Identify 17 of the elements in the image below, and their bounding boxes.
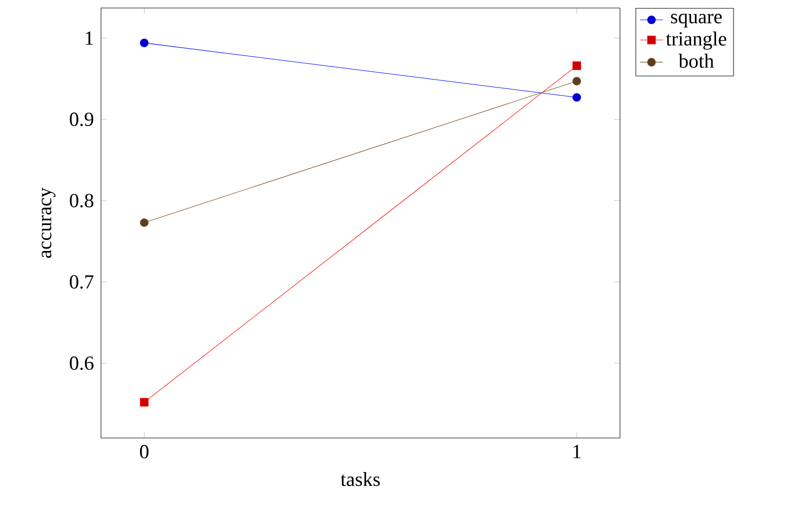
point: [572, 93, 582, 102]
y-tick-label: 0.6: [70, 356, 94, 370]
y-axis-title: accuracy: [42, 188, 56, 258]
x-tick-label: 0: [140, 444, 148, 458]
legend-label: triangle: [666, 32, 726, 50]
legend-label: both: [678, 54, 714, 68]
point: [572, 61, 582, 70]
y-tick-label: 1: [86, 31, 93, 45]
y-tick-label: 0.8: [70, 194, 94, 208]
y-tick-label: 0.9: [70, 112, 94, 126]
x-axis-title: tasks: [340, 472, 380, 486]
y-tick-label: 0.7: [70, 275, 94, 289]
point: [140, 398, 149, 406]
legend-label: square: [671, 14, 722, 28]
point: [572, 76, 582, 86]
point: [140, 218, 149, 227]
point: [140, 38, 149, 48]
